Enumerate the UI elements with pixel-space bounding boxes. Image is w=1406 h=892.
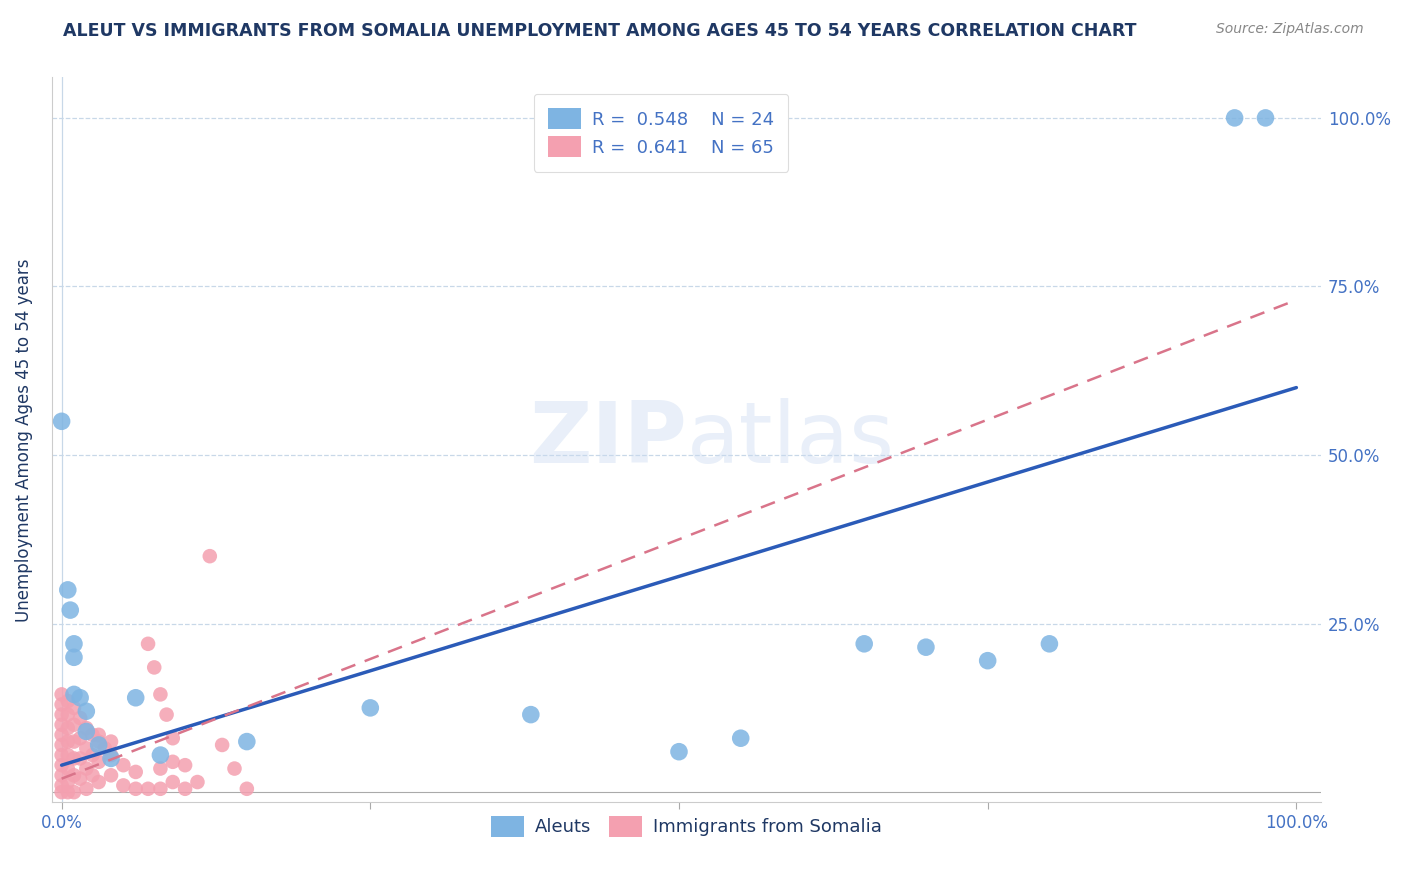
Point: [51, 768, 73, 782]
Legend: Aleuts, Immigrants from Somalia: Aleuts, Immigrants from Somalia: [484, 809, 889, 844]
Point: [100, 747, 122, 762]
Point: [94, 741, 117, 756]
Point: [186, 775, 208, 789]
Text: atlas: atlas: [686, 399, 894, 482]
Text: Source: ZipAtlas.com: Source: ZipAtlas.com: [1216, 22, 1364, 37]
Point: [149, 762, 172, 776]
Point: [51, 687, 73, 701]
Point: [75, 721, 97, 735]
Point: [56, 694, 79, 708]
Point: [1254, 111, 1277, 125]
Point: [75, 704, 97, 718]
Point: [112, 758, 135, 772]
Point: [56, 734, 79, 748]
Point: [59, 603, 82, 617]
Point: [75, 781, 97, 796]
Point: [100, 768, 122, 782]
Point: [149, 781, 172, 796]
Point: [56, 707, 79, 722]
Point: [51, 738, 73, 752]
Point: [82, 747, 104, 762]
Point: [63, 717, 86, 731]
Point: [63, 768, 86, 782]
Point: [155, 707, 177, 722]
Point: [198, 549, 221, 564]
Point: [63, 734, 86, 748]
Point: [236, 781, 259, 796]
Point: [56, 582, 79, 597]
Point: [162, 755, 184, 769]
Point: [125, 764, 148, 779]
Point: [51, 779, 73, 793]
Point: [63, 701, 86, 715]
Point: [75, 762, 97, 776]
Point: [51, 707, 73, 722]
Point: [69, 690, 91, 705]
Point: [87, 728, 110, 742]
Point: [143, 660, 166, 674]
Point: [162, 731, 184, 746]
Point: [51, 698, 73, 712]
Point: [100, 734, 122, 748]
Point: [162, 775, 184, 789]
Point: [56, 747, 79, 762]
Point: [149, 687, 172, 701]
Point: [136, 781, 159, 796]
Point: [63, 751, 86, 765]
Point: [87, 738, 110, 752]
Point: [56, 775, 79, 789]
Point: [75, 741, 97, 756]
Y-axis label: Unemployment Among Ages 45 to 54 years: Unemployment Among Ages 45 to 54 years: [15, 258, 32, 622]
Point: [211, 738, 233, 752]
Point: [63, 687, 86, 701]
Point: [75, 724, 97, 739]
Point: [51, 785, 73, 799]
Point: [1223, 111, 1246, 125]
Text: ALEUT VS IMMIGRANTS FROM SOMALIA UNEMPLOYMENT AMONG AGES 45 TO 54 YEARS CORRELAT: ALEUT VS IMMIGRANTS FROM SOMALIA UNEMPLO…: [63, 22, 1137, 40]
Point: [87, 775, 110, 789]
Point: [87, 734, 110, 748]
Point: [56, 762, 79, 776]
Point: [125, 690, 148, 705]
Point: [520, 707, 543, 722]
Point: [63, 650, 86, 665]
Point: [100, 751, 122, 765]
Point: [63, 785, 86, 799]
Point: [668, 745, 690, 759]
Point: [56, 721, 79, 735]
Point: [174, 781, 197, 796]
Point: [915, 640, 938, 655]
Point: [224, 762, 246, 776]
Point: [51, 728, 73, 742]
Point: [149, 747, 172, 762]
Point: [69, 711, 91, 725]
Point: [112, 779, 135, 793]
Point: [125, 781, 148, 796]
Point: [976, 654, 998, 668]
Point: [359, 701, 381, 715]
Point: [69, 731, 91, 746]
Point: [730, 731, 752, 746]
Point: [51, 717, 73, 731]
Point: [1038, 637, 1060, 651]
Point: [51, 414, 73, 428]
Point: [853, 637, 876, 651]
Point: [51, 758, 73, 772]
Point: [69, 751, 91, 765]
Point: [82, 728, 104, 742]
Point: [174, 758, 197, 772]
Point: [236, 734, 259, 748]
Point: [82, 768, 104, 782]
Text: ZIP: ZIP: [529, 399, 686, 482]
Point: [63, 637, 86, 651]
Point: [69, 772, 91, 786]
Point: [136, 637, 159, 651]
Point: [87, 755, 110, 769]
Point: [56, 785, 79, 799]
Point: [51, 747, 73, 762]
